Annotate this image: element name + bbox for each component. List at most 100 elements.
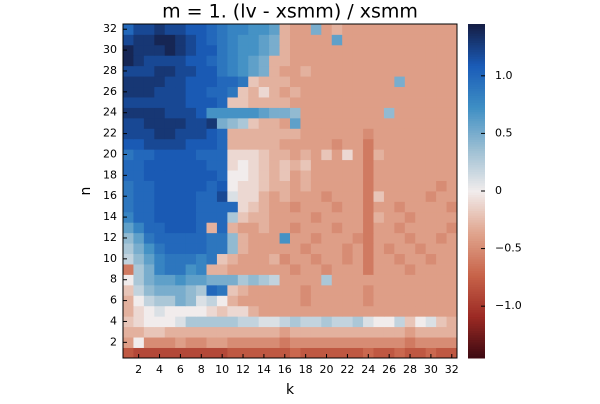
- colorbar-segment: [468, 132, 485, 136]
- heatmap-cell: [331, 128, 343, 140]
- heatmap-cell: [237, 76, 249, 88]
- y-tick-label: 14: [103, 210, 117, 223]
- colorbar-segment: [468, 123, 485, 126]
- heatmap-cell: [342, 295, 354, 307]
- heatmap-cell: [425, 149, 437, 161]
- colorbar-segment: [468, 171, 485, 175]
- heatmap-cell: [279, 243, 291, 255]
- heatmap-cell: [258, 274, 270, 286]
- heatmap-cell: [175, 170, 187, 181]
- heatmap-cell: [175, 211, 187, 223]
- heatmap-cell: [164, 107, 176, 119]
- heatmap-cell: [206, 55, 218, 67]
- heatmap-cell: [342, 243, 354, 255]
- heatmap-cell: [342, 24, 354, 35]
- heatmap-cell: [185, 55, 197, 67]
- heatmap-cell: [363, 86, 374, 98]
- heatmap-cell: [446, 201, 458, 213]
- heatmap-cell: [175, 191, 187, 202]
- heatmap-cell: [196, 347, 207, 359]
- heatmap-cell: [196, 24, 207, 35]
- heatmap-cell: [279, 24, 291, 35]
- colorbar-segment: [468, 162, 485, 166]
- heatmap-cell: [373, 316, 385, 328]
- heatmap-cell: [216, 65, 228, 77]
- heatmap-cell: [164, 44, 176, 56]
- heatmap-cell: [133, 337, 145, 348]
- heatmap-cell: [290, 326, 301, 338]
- heatmap-cell: [321, 149, 333, 161]
- heatmap-cell: [216, 243, 228, 255]
- colorbar-segment: [468, 298, 485, 301]
- heatmap-cell: [143, 191, 155, 202]
- heatmap-cell: [321, 159, 333, 171]
- heatmap-cell: [248, 253, 260, 265]
- heatmap-cell: [185, 274, 197, 286]
- heatmap-cell: [279, 34, 291, 46]
- heatmap-cell: [310, 264, 322, 275]
- colorbar-segment: [468, 28, 485, 32]
- x-tick-label: 14: [257, 363, 271, 376]
- heatmap-cell: [404, 170, 416, 181]
- x-tick-label: 12: [236, 363, 250, 376]
- heatmap-cell: [248, 138, 260, 150]
- heatmap-cell: [206, 274, 218, 286]
- heatmap-cell: [279, 55, 291, 67]
- heatmap-cell: [164, 264, 176, 275]
- heatmap-cell: [206, 34, 218, 46]
- heatmap-cell: [446, 76, 458, 88]
- heatmap-cell: [269, 316, 280, 328]
- heatmap-cell: [269, 180, 280, 192]
- heatmap-cell: [352, 117, 364, 129]
- heatmap-cell: [185, 97, 197, 108]
- heatmap-cell: [331, 180, 343, 192]
- colorbar-segment: [468, 194, 485, 198]
- heatmap-cell: [133, 138, 145, 150]
- heatmap-cell: [425, 253, 437, 265]
- colorbar-segment: [468, 300, 485, 304]
- heatmap-cell: [248, 34, 260, 46]
- heatmap-cell: [446, 149, 458, 161]
- heatmap-cell: [383, 191, 395, 202]
- heatmap-cell: [425, 107, 437, 119]
- heatmap-cell: [415, 34, 427, 46]
- heatmap-cell: [279, 232, 291, 244]
- heatmap-cell: [363, 138, 374, 150]
- heatmap-cell: [446, 44, 458, 56]
- heatmap-cell: [436, 44, 447, 56]
- heatmap-cell: [436, 117, 447, 129]
- colorbar-segment: [468, 231, 485, 235]
- heatmap-cell: [269, 24, 280, 35]
- heatmap-cell: [300, 337, 312, 348]
- heatmap-cell: [383, 138, 395, 150]
- heatmap-cell: [383, 211, 395, 223]
- heatmap-cell: [248, 211, 260, 223]
- heatmap-cell: [196, 170, 207, 181]
- heatmap-cell: [216, 347, 228, 359]
- heatmap-cell: [331, 284, 343, 296]
- heatmap-cell: [394, 284, 406, 296]
- heatmap-cell: [383, 337, 395, 348]
- heatmap-cell: [227, 191, 239, 202]
- heatmap-cell: [248, 149, 260, 161]
- heatmap-cell: [133, 232, 145, 244]
- heatmap-cell: [331, 34, 343, 46]
- heatmap-cell: [248, 295, 260, 307]
- heatmap-cell: [258, 86, 270, 98]
- colorbar-segment: [468, 65, 485, 69]
- heatmap-cell: [143, 316, 155, 328]
- heatmap-cell: [269, 159, 280, 171]
- heatmap-cell: [383, 222, 395, 234]
- heatmap-cell: [446, 222, 458, 234]
- heatmap-cell: [279, 347, 291, 359]
- colorbar-segment: [468, 238, 485, 242]
- heatmap-cell: [383, 97, 395, 108]
- heatmap-cell: [331, 65, 343, 77]
- colorbar-segment: [468, 180, 485, 184]
- heatmap-cell: [164, 201, 176, 213]
- heatmap-cell: [373, 55, 385, 67]
- heatmap-cell: [164, 191, 176, 202]
- heatmap-cell: [363, 243, 374, 255]
- heatmap-cell: [300, 65, 312, 77]
- heatmap-cell: [404, 180, 416, 192]
